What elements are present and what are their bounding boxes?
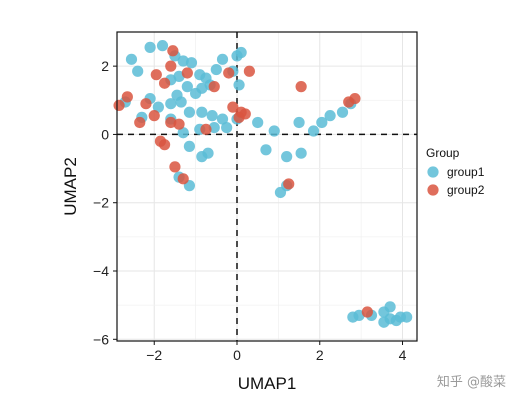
point-group1 <box>336 106 349 118</box>
point-group2 <box>121 91 133 103</box>
point-group1 <box>190 87 202 100</box>
x-tick-label: 0 <box>233 347 241 363</box>
point-group1 <box>394 311 407 323</box>
x-tick-label: −2 <box>146 347 162 363</box>
y-tick-label: −4 <box>93 263 109 279</box>
point-group1 <box>324 110 336 122</box>
point-group1 <box>183 140 196 152</box>
x-axis-ticks: −2 0 2 4 <box>146 341 407 363</box>
y-tick-label: −2 <box>93 195 109 211</box>
point-group1 <box>293 116 305 129</box>
point-group1 <box>281 151 293 163</box>
data-points <box>113 40 413 328</box>
legend-key-group1 <box>427 166 439 178</box>
point-group2 <box>181 67 193 79</box>
point-group1 <box>183 106 196 118</box>
point-group1 <box>378 316 390 328</box>
point-group1 <box>165 98 177 110</box>
point-group2 <box>140 98 152 110</box>
point-group2 <box>177 173 189 185</box>
watermark-text: 知乎 @酸菜 <box>437 374 506 390</box>
point-group1 <box>216 113 229 125</box>
point-group1 <box>206 110 218 122</box>
point-group1 <box>384 301 396 313</box>
point-group2 <box>173 118 185 130</box>
point-group1 <box>216 53 229 65</box>
y-axis-title: UMAP2 <box>61 157 80 216</box>
point-group1 <box>316 116 328 129</box>
point-group1 <box>156 40 169 52</box>
point-group2 <box>150 69 162 81</box>
point-group2 <box>148 110 160 122</box>
point-group2 <box>200 123 212 135</box>
point-group2 <box>283 178 295 190</box>
y-axis-ticks: −6 −4 −2 0 2 <box>93 58 117 347</box>
y-tick-label: 0 <box>101 126 109 142</box>
point-group1 <box>152 101 164 113</box>
point-group1 <box>233 79 245 91</box>
point-group1 <box>177 127 189 139</box>
point-group2 <box>158 77 171 89</box>
y-tick-label: −6 <box>93 331 109 347</box>
point-group2 <box>165 60 177 72</box>
legend-title: Group <box>426 146 460 160</box>
legend: Group group1 group2 <box>426 146 485 197</box>
legend-key-group2 <box>427 184 439 196</box>
point-group2 <box>158 139 171 151</box>
point-group1 <box>185 57 198 69</box>
point-group1 <box>144 41 156 53</box>
point-group1 <box>221 122 233 134</box>
plot-panel-border <box>116 31 418 342</box>
point-group2 <box>349 92 361 105</box>
x-tick-label: 2 <box>316 347 324 363</box>
point-group2 <box>208 81 220 93</box>
point-group2 <box>223 67 235 79</box>
point-group2 <box>227 101 239 113</box>
legend-label-group1: group1 <box>447 165 485 179</box>
y-tick-label: 2 <box>101 58 109 74</box>
point-group2 <box>361 306 373 318</box>
point-group1 <box>260 144 272 156</box>
point-group1 <box>252 116 264 129</box>
point-group2 <box>243 65 256 77</box>
point-group1 <box>295 147 307 159</box>
point-group1 <box>196 106 208 118</box>
reference-lines <box>117 32 417 341</box>
point-group2 <box>167 45 179 57</box>
point-group1 <box>268 125 280 137</box>
point-group2 <box>169 161 181 173</box>
point-group1 <box>175 96 187 108</box>
point-group2 <box>134 116 146 129</box>
point-group1 <box>231 50 243 62</box>
point-group1 <box>274 186 287 199</box>
x-tick-label: 4 <box>399 347 407 363</box>
point-group2 <box>113 99 125 112</box>
point-group1 <box>125 53 138 65</box>
point-group1 <box>307 125 320 137</box>
x-axis-title: UMAP1 <box>238 374 297 393</box>
point-group2 <box>295 81 307 93</box>
point-group1 <box>202 147 214 159</box>
point-group1 <box>132 65 144 77</box>
point-group1 <box>210 63 222 76</box>
legend-label-group2: group2 <box>447 183 485 197</box>
point-group2 <box>239 108 251 120</box>
point-group1 <box>181 81 193 93</box>
